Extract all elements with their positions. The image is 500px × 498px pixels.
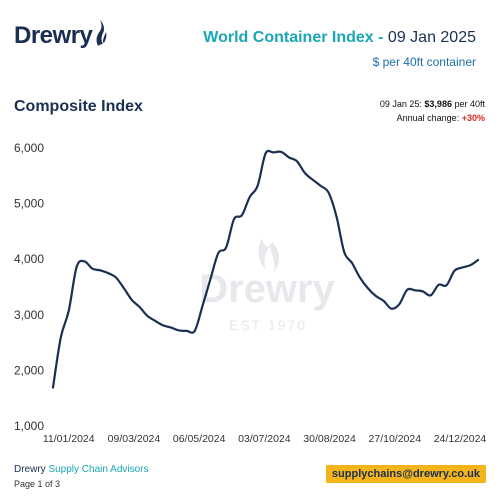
contact-email[interactable]: supplychains@drewry.co.uk — [325, 465, 486, 483]
footer-division-link[interactable]: Supply Chain Advisors — [48, 464, 149, 475]
chart-watermark: Drewry EST 1970 — [199, 238, 336, 333]
x-axis: 11/01/2024 09/03/2024 06/05/2024 03/07/2024… — [43, 433, 487, 445]
header-date: 09 Jan 2025 — [387, 29, 476, 46]
latest-value: $3,986 — [424, 99, 452, 109]
y-tick-label: 6,000 — [14, 141, 44, 155]
annual-change-label: Annual change: — [396, 113, 460, 123]
x-tick-label: 24/12/2024 — [434, 433, 487, 445]
header-title: World Container Index - 09 Jan 2025 — [203, 29, 476, 47]
latest-value-suffix: per 40ft — [454, 99, 485, 109]
watermark-flame-icon — [258, 238, 280, 272]
latest-date: 09 Jan 25: — [379, 99, 422, 109]
page-indicator: Page 1 of 3 — [14, 479, 61, 489]
section-title: Composite Index — [14, 98, 143, 115]
footer-company: Drewry Supply Chain Advisors — [14, 464, 149, 475]
x-tick-label: 03/07/2024 — [238, 433, 291, 445]
x-tick-label: 06/05/2024 — [173, 433, 226, 445]
title-separator: - — [378, 29, 384, 46]
series-line — [51, 149, 480, 389]
header-unit: $ per 40ft container — [372, 55, 476, 69]
y-tick-label: 1,000 — [14, 419, 44, 433]
latest-value-line: 09 Jan 25: $3,986 per 40ft — [380, 99, 485, 109]
y-tick-label: 2,000 — [14, 363, 44, 377]
annual-change-value: +30% — [461, 113, 485, 123]
annual-change-line: Annual change: +30% — [397, 113, 485, 123]
x-tick-label: 09/03/2024 — [108, 433, 161, 445]
logo-text: Drewry — [14, 22, 93, 49]
flame-icon — [96, 20, 107, 46]
x-tick-label: 27/10/2024 — [369, 433, 422, 445]
drewry-logo: Drewry — [14, 20, 108, 50]
y-tick-label: 4,000 — [14, 252, 44, 266]
index-name: World Container Index — [203, 29, 374, 46]
y-axis: 1,000 2,000 3,000 4,000 5,000 6,000 — [14, 141, 44, 433]
y-tick-label: 3,000 — [14, 308, 44, 322]
watermark-text: Drewry — [199, 267, 335, 311]
y-tick-label: 5,000 — [14, 197, 44, 211]
x-tick-label: 30/08/2024 — [303, 433, 356, 445]
x-tick-label: 11/01/2024 — [43, 433, 95, 445]
footer-company-name: Drewry — [14, 464, 46, 475]
watermark-est: EST 1970 — [229, 317, 307, 333]
